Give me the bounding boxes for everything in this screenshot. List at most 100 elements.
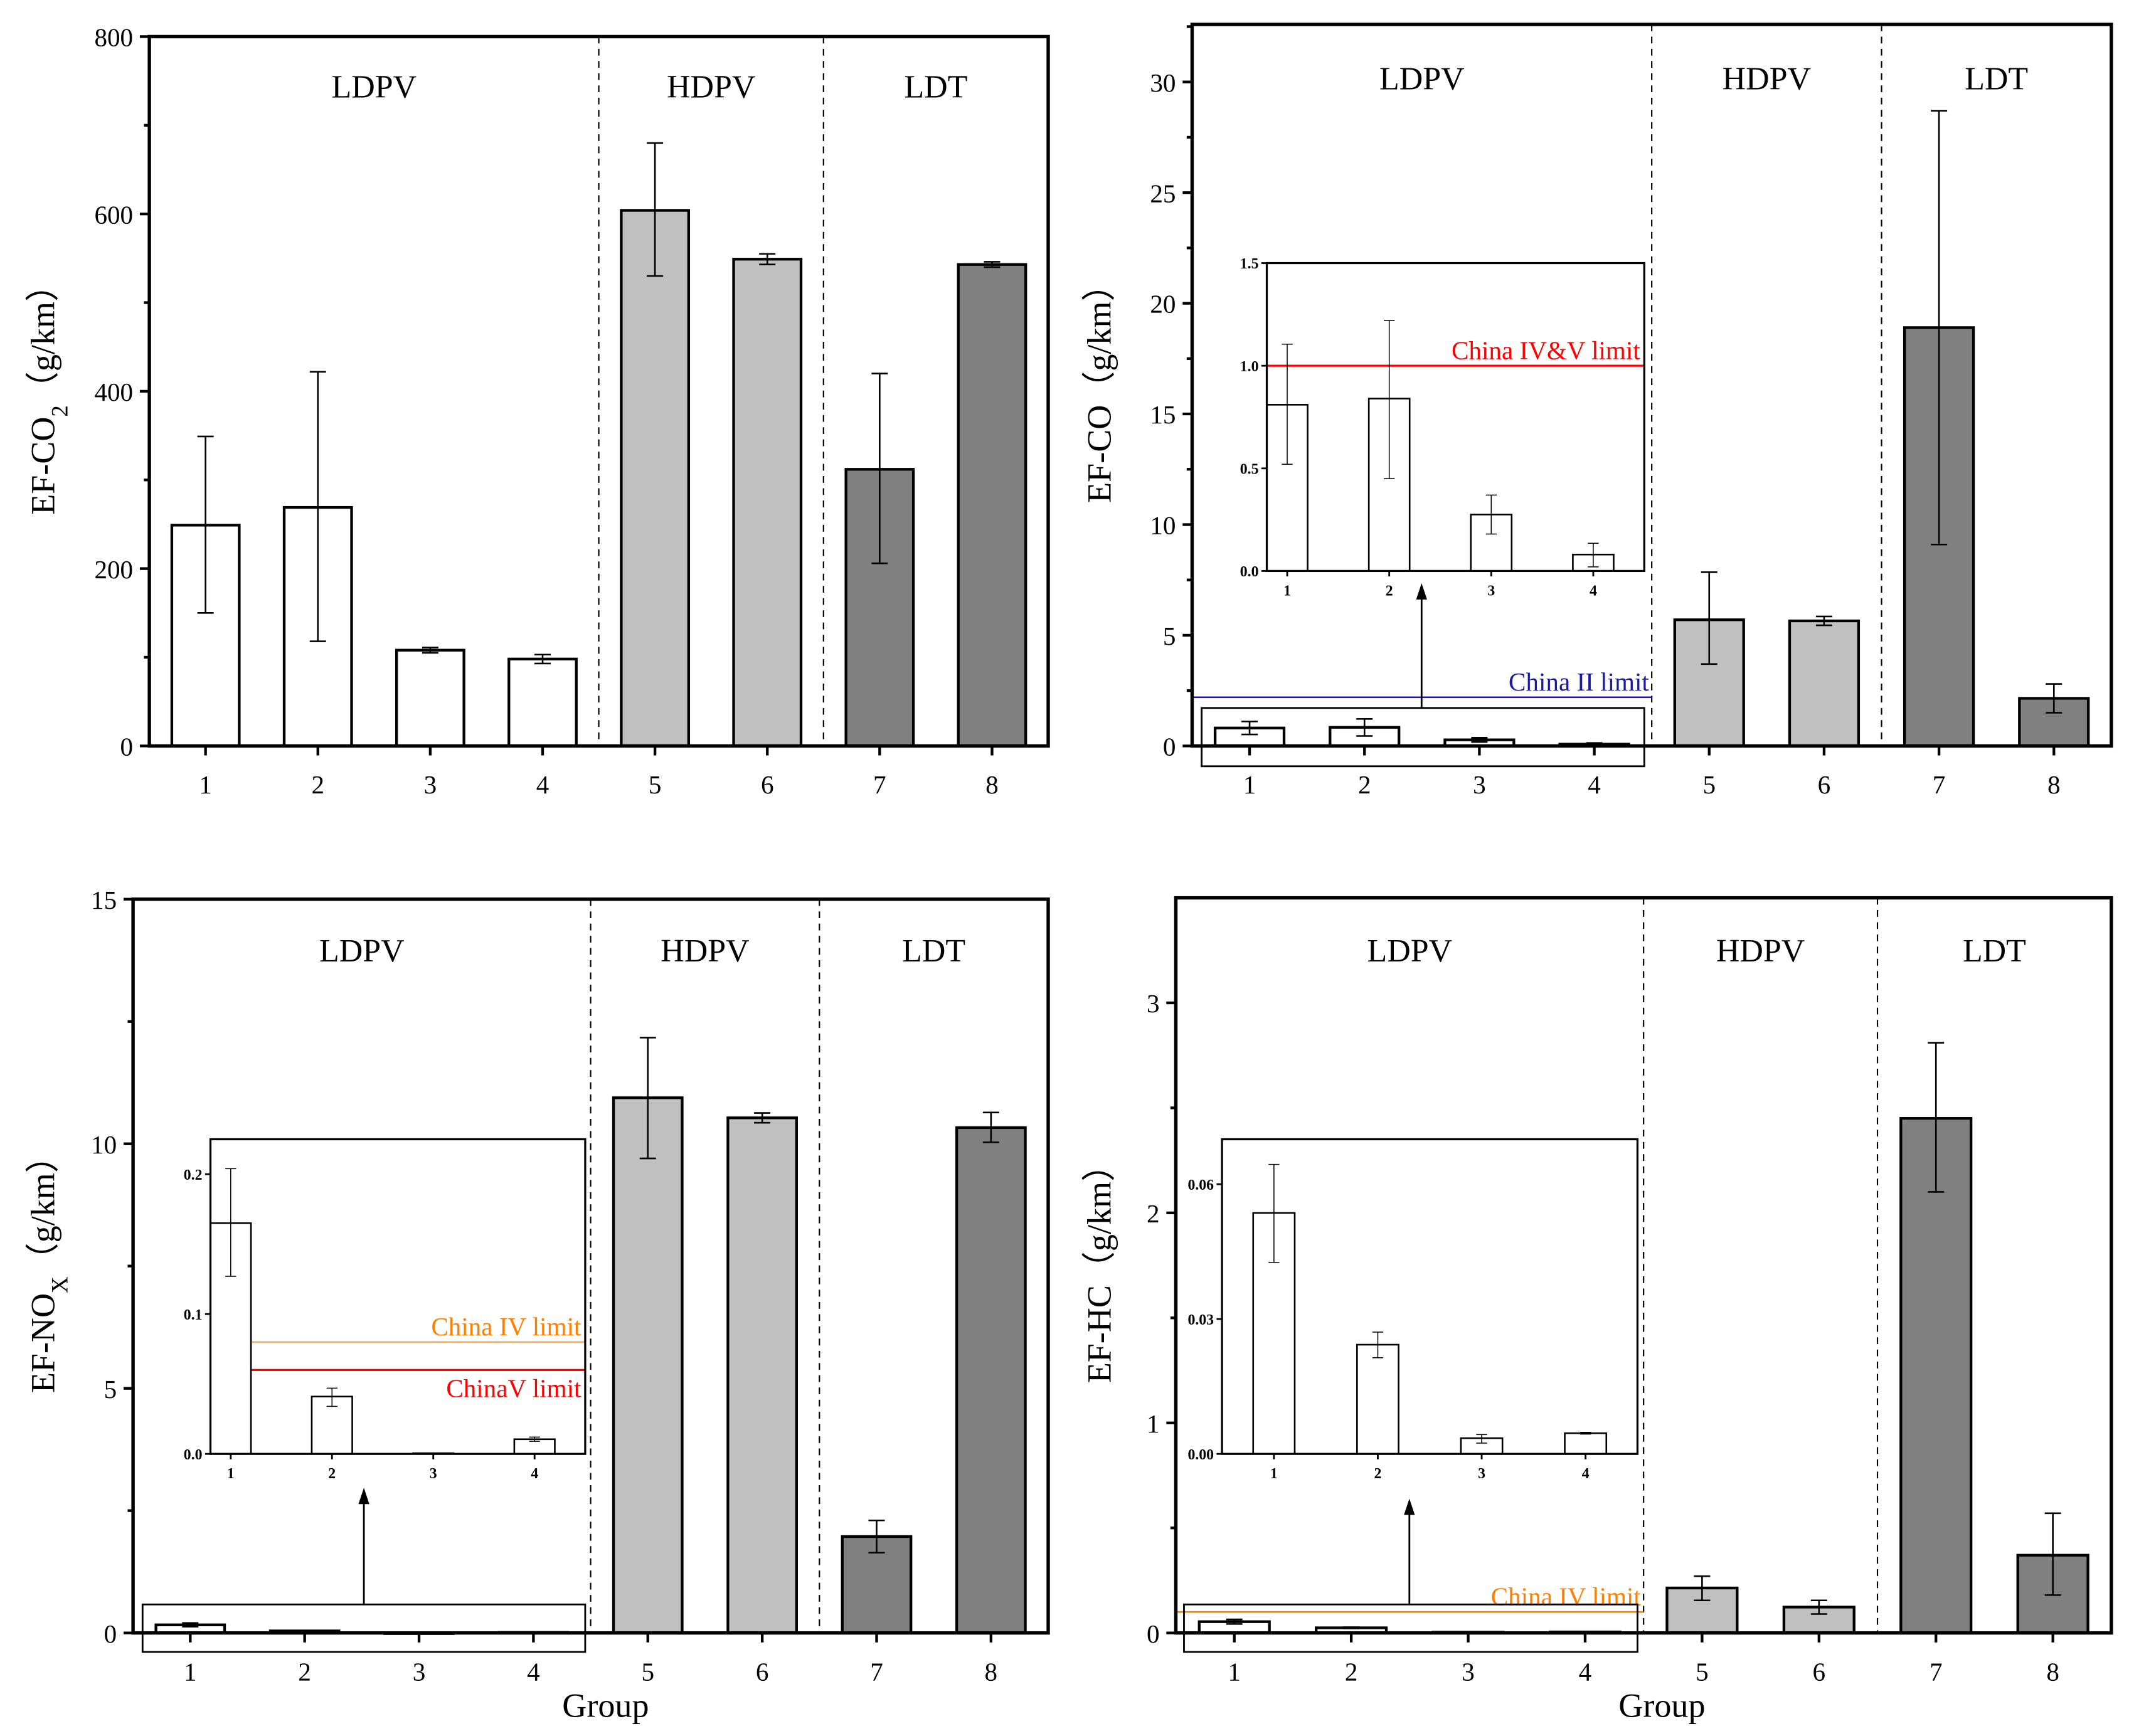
- group-label: HDPV: [661, 933, 749, 969]
- y-tick-label: 400: [94, 378, 133, 406]
- inset-background: [1266, 263, 1645, 571]
- group-label: HDPV: [1716, 933, 1805, 969]
- bar-8: [957, 263, 1027, 748]
- inset-y-tick-label: 0.1: [184, 1307, 203, 1323]
- error-bar-7: [868, 1519, 885, 1554]
- y-tick-label: 30: [1150, 68, 1176, 97]
- bar-6: [726, 1116, 798, 1634]
- error-bar-8: [984, 261, 1001, 268]
- y-axis-label: EF-CO（g/km）: [1081, 267, 1118, 502]
- error-bar-4: [529, 1436, 540, 1442]
- group-label: LDPV: [1379, 61, 1465, 97]
- chart-panel-4: LDPV HDPV LDT China IV limit 0 1 2 3 1 2 3 4 5 6 7 8 Gro…: [1081, 896, 2113, 1725]
- y-axis-label-main: EF-HC: [1081, 1285, 1118, 1383]
- y-tick-label: 0: [120, 733, 134, 761]
- error-bar-3: [1471, 737, 1488, 743]
- inset-x-tick-label: 3: [1487, 583, 1495, 599]
- error-bar-1: [1241, 721, 1258, 736]
- bar-4: [507, 657, 578, 748]
- group-label: HDPV: [1723, 61, 1811, 97]
- error-bar-7: [1931, 110, 1948, 546]
- y-axis-label-unit: （g/km）: [24, 1139, 62, 1276]
- y-tick-label: 200: [94, 555, 133, 584]
- x-tick-label: 4: [536, 770, 550, 799]
- x-tick-label: 3: [1473, 770, 1486, 799]
- inset-y-tick-label: 0.03: [1187, 1312, 1214, 1328]
- inset-y-tick-label: 0.0: [1240, 564, 1259, 580]
- y-tick-label: 15: [1150, 400, 1176, 429]
- y-axis-label-unit: （g/km）: [24, 268, 62, 405]
- y-tick-label: 800: [94, 23, 133, 52]
- y-axis-label: EF-NOX（g/km）: [24, 1139, 73, 1393]
- inset-chart: China IV&V limit 0.0 0.5 1.0 1.5 1 2 3 4: [1201, 256, 1645, 768]
- x-tick-label: 4: [1579, 1657, 1592, 1686]
- plot-frame: [1190, 23, 2113, 748]
- group-label: LDPV: [319, 933, 405, 969]
- arrow-head-icon: [1416, 583, 1427, 600]
- error-bar-8: [2046, 683, 2063, 714]
- x-tick-label: 4: [1588, 770, 1601, 799]
- error-bar-4: [1579, 1432, 1591, 1435]
- error-bar-6: [759, 253, 776, 266]
- inset-limit-label: China IV&V limit: [1452, 336, 1640, 364]
- group-label: LDPV: [1367, 933, 1453, 969]
- x-axis-label: Group: [1618, 1687, 1705, 1725]
- error-bar-4: [1588, 542, 1599, 568]
- bar-7: [1899, 1117, 1973, 1634]
- x-tick-label: 2: [1345, 1657, 1358, 1686]
- x-tick-label: 6: [1818, 770, 1831, 799]
- inset-frame: [1221, 1138, 1639, 1455]
- error-bar-2: [1372, 1331, 1384, 1358]
- group-label: LDT: [902, 933, 965, 969]
- y-tick-label: 10: [91, 1130, 117, 1159]
- error-bar-6: [1815, 615, 1832, 627]
- x-tick-label: 5: [1702, 770, 1716, 799]
- x-tick-label: 7: [873, 770, 886, 799]
- x-tick-label: 7: [1933, 770, 1946, 799]
- y-axis-label: EF-HC（g/km）: [1081, 1148, 1118, 1383]
- group-label: LDPV: [332, 70, 417, 105]
- inset-x-tick-label: 4: [531, 1466, 538, 1482]
- inset-x-tick-label: 1: [1283, 583, 1291, 599]
- y-tick-label: 600: [94, 200, 133, 229]
- arrow-head-icon: [358, 1488, 369, 1505]
- inset-y-tick-label: 1.5: [1240, 256, 1259, 272]
- y-tick-label: 0: [1147, 1619, 1160, 1648]
- error-bar-5: [647, 142, 664, 277]
- x-tick-label: 3: [1462, 1657, 1475, 1686]
- error-bar-2: [1343, 1626, 1360, 1629]
- inset-x-tick-label: 2: [1386, 583, 1393, 599]
- inset-chart: 0.00 0.03 0.06 1 2 3 4: [1183, 1138, 1639, 1653]
- error-bar-5: [1701, 571, 1718, 665]
- error-bar-3: [422, 647, 438, 654]
- x-tick-label: 1: [1228, 1657, 1241, 1686]
- limit-label: China IV limit: [1491, 1582, 1642, 1611]
- x-tick-label: 4: [527, 1657, 540, 1686]
- inset-chart: China IV limit ChinaV limit 0.0 0.1 0.2 1 2 3 4: [141, 1138, 587, 1653]
- inset-frame: [209, 1138, 587, 1455]
- chart-panel-3: LDPV HDPV LDT 0 5 10 15 1 2 3 4 5 6 7 8 Group EF-NOX（g/k…: [24, 886, 1050, 1725]
- y-tick-label: 0: [104, 1619, 117, 1648]
- error-bar-6: [1810, 1599, 1827, 1615]
- error-bar-4: [534, 654, 551, 665]
- x-tick-label: 8: [985, 770, 999, 799]
- error-bar-1: [197, 435, 214, 614]
- inset-x-tick-label: 3: [1478, 1466, 1485, 1482]
- x-tick-label: 1: [1243, 770, 1256, 799]
- group-label: LDT: [1963, 933, 2026, 969]
- y-tick-label: 5: [104, 1375, 117, 1404]
- x-tick-label: 2: [298, 1657, 311, 1686]
- y-axis-label-subscript: 2: [46, 405, 72, 416]
- error-bar-2: [326, 1387, 337, 1407]
- inset-y-tick-label: 0.2: [184, 1167, 203, 1183]
- group-label: LDT: [1965, 61, 2028, 97]
- x-tick-label: 5: [649, 770, 662, 799]
- y-axis-label-unit: （g/km）: [1081, 1148, 1118, 1285]
- bar-2: [1356, 1343, 1399, 1455]
- x-tick-label: 6: [761, 770, 774, 799]
- x-tick-label: 2: [1358, 770, 1371, 799]
- x-tick-label: 8: [2047, 770, 2061, 799]
- inset-y-tick-label: 0.0: [184, 1447, 203, 1463]
